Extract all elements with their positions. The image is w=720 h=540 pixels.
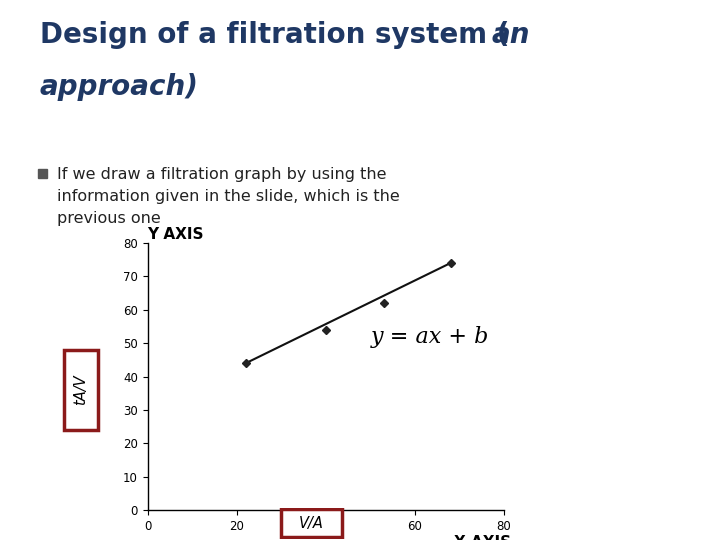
Text: 53: 53 [6,139,22,148]
Text: If we draw a filtration graph by using the: If we draw a filtration graph by using t… [57,167,387,182]
Text: previous one: previous one [57,211,161,226]
FancyBboxPatch shape [64,350,98,430]
Text: an: an [492,21,531,49]
Text: X AXIS: X AXIS [454,535,511,540]
Bar [38,169,47,178]
Text: tA/V: tA/V [73,375,89,406]
Text: Design of a filtration system (: Design of a filtration system ( [40,21,510,49]
Text: V/A: V/A [299,516,324,531]
Text: y = ax + b: y = ax + b [370,326,489,348]
Text: Y AXIS: Y AXIS [148,227,204,242]
Text: approach): approach) [40,73,199,101]
FancyBboxPatch shape [281,509,342,537]
Text: information given in the slide, which is the: information given in the slide, which is… [57,189,400,204]
